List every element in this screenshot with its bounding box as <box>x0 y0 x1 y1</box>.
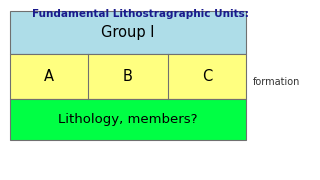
FancyBboxPatch shape <box>10 11 246 54</box>
Text: Fundamental Lithostragraphic Units:: Fundamental Lithostragraphic Units: <box>32 9 249 19</box>
FancyBboxPatch shape <box>10 99 246 140</box>
Text: formation: formation <box>253 77 300 87</box>
Text: A: A <box>44 69 54 84</box>
FancyBboxPatch shape <box>10 54 246 99</box>
Text: C: C <box>202 69 212 84</box>
Text: B: B <box>123 69 133 84</box>
Text: Group I: Group I <box>101 25 155 40</box>
Text: Lithology, members?: Lithology, members? <box>58 113 198 126</box>
